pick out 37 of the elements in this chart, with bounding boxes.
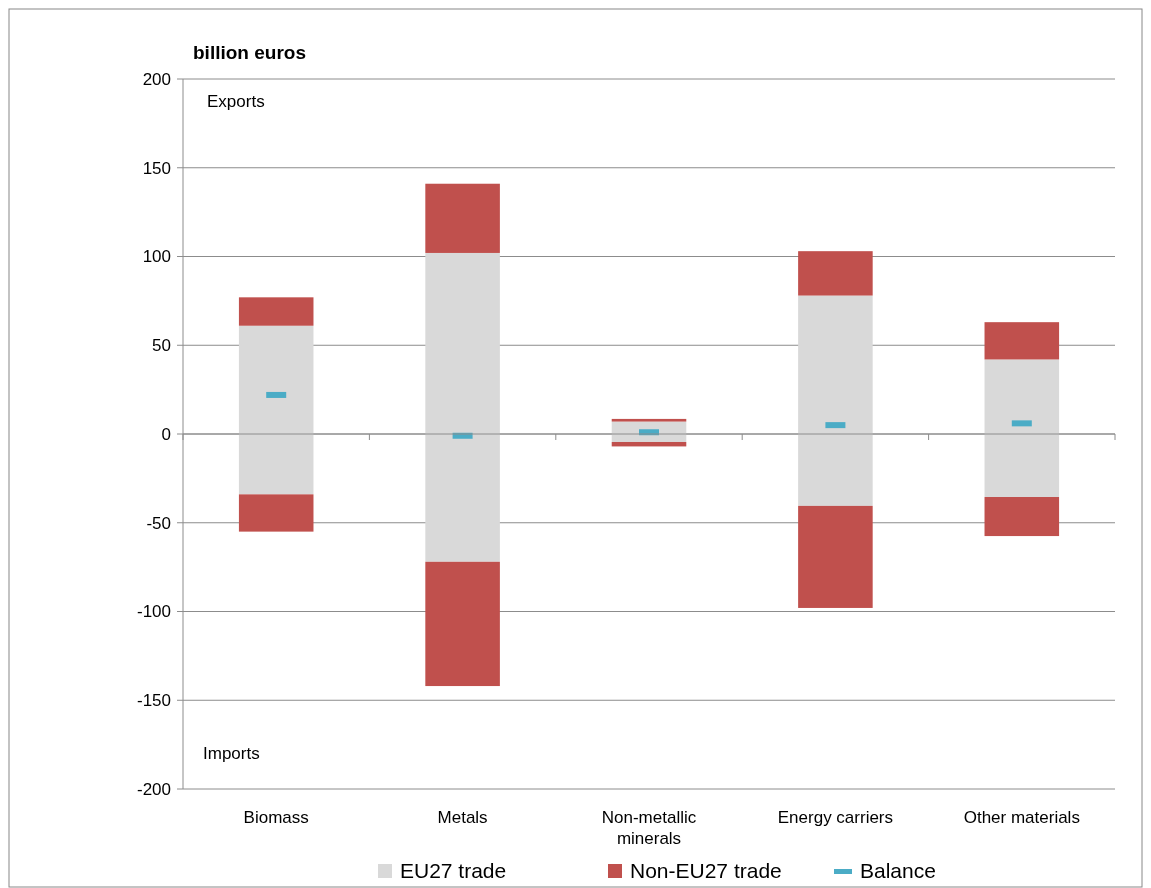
legend-label: EU27 trade [400,859,507,882]
bar [425,561,500,687]
bar [611,418,687,422]
y-tick-label: 150 [142,158,171,178]
bar [798,295,873,434]
y-tick-label: -200 [136,779,171,799]
y-tick-label: 200 [142,69,171,89]
x-tick-label: Energy carriers [777,808,894,827]
y-tick-label: -100 [136,602,171,622]
bar [238,297,314,326]
bar [798,251,873,296]
legend-label: Balance [860,859,936,882]
bar [425,252,500,434]
y-tick-label: 100 [142,247,171,267]
bar [238,434,314,495]
bar [425,183,500,253]
legend-label: Non-EU27 trade [630,859,782,882]
x-tick-label: Metals [437,808,488,827]
y-tick-label: 0 [161,424,171,444]
bar [984,359,1060,434]
y-tick-label: 50 [152,336,171,356]
x-tick-label: Biomass [243,808,309,827]
y-axis-title: billion euros [193,42,306,63]
annotation: Exports [207,92,265,111]
bar [798,505,873,608]
bar [238,494,314,532]
x-tick-label: Other materials [963,808,1080,827]
bar [238,325,314,434]
bar [798,434,873,506]
bar [984,434,1060,498]
y-tick-label: -150 [136,691,171,711]
y-tick-label: -50 [146,513,171,533]
annotation: Imports [203,744,260,763]
x-tick-label: Non-metallic minerals [601,808,697,848]
bar [984,497,1060,537]
bar [425,434,500,562]
bar [984,322,1060,360]
